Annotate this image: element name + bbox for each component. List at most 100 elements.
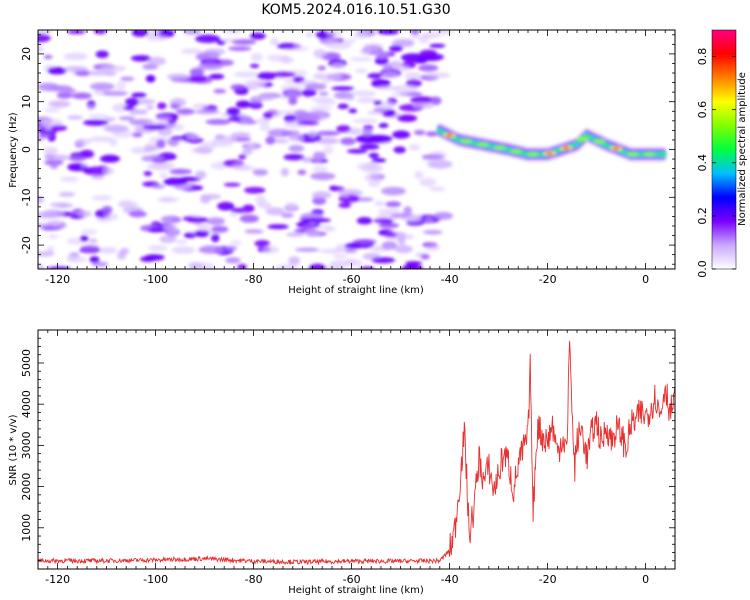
heatmap-noise-blob: [115, 81, 127, 91]
heatmap-noise-blob: [381, 186, 406, 196]
heatmap-noise-blob: [239, 214, 259, 223]
heatmap-noise-blob: [267, 224, 289, 230]
heatmap-noise-blob: [235, 100, 251, 109]
heatmap-noise-blob: [326, 40, 352, 50]
heatmap-noise-blob: [301, 89, 317, 97]
heatmap-noise-blob: [293, 43, 303, 51]
heatmap-noise-blob: [423, 230, 443, 235]
heatmap-noise-blob: [385, 201, 402, 208]
spectrogram-xlabel: Height of straight line (km): [288, 285, 424, 296]
heatmap-noise-blob: [288, 256, 301, 265]
heatmap-noise-blob: [248, 101, 263, 109]
heatmap-noise-blob: [195, 170, 207, 180]
snr-ticks: -120 -100 -80 -60 -40 -20 0 1000 2000 3000 4000 500…: [20, 329, 676, 586]
heatmap-noise-blob: [243, 186, 266, 194]
figure-title: KOM5.2024.016.10.51.G30: [261, 2, 450, 18]
heatmap-noise-blob: [344, 249, 358, 253]
heatmap-noise-blob: [284, 202, 298, 210]
heatmap-noise-blob: [230, 132, 251, 139]
heatmap-noise-blob: [211, 233, 220, 243]
heatmap-noise-blob: [196, 52, 221, 60]
heatmap-noise-blob: [427, 159, 453, 169]
heatmap-noise-blob: [297, 169, 307, 175]
heatmap-noise-blob: [80, 245, 100, 252]
heatmap-ridge-peak-core: [445, 133, 454, 137]
heatmap-noise-blob: [324, 226, 337, 232]
heatmap-noise-blob: [45, 246, 55, 253]
heatmap-ridge-peak: [576, 136, 589, 142]
heatmap-noise-blob: [374, 57, 389, 65]
spectrogram-xtick-label: -40: [441, 273, 459, 286]
heatmap-noise-blob: [97, 246, 118, 254]
snr-xlabel: Height of straight line (km): [288, 585, 424, 596]
heatmap-noise-blob: [330, 62, 346, 69]
heatmap-noise-blob: [353, 30, 369, 39]
heatmap-noise-blob: [282, 55, 292, 64]
heatmap-noise-blob: [249, 63, 260, 69]
heatmap-noise-blob: [401, 264, 424, 269]
heatmap-noise-blob: [256, 117, 271, 125]
heatmap-noise-blob: [144, 254, 165, 261]
heatmap-noise-blob: [244, 229, 264, 234]
heatmap-noise-blob: [211, 225, 229, 233]
heatmap-noise-blob: [305, 228, 320, 237]
heatmap-noise-blob: [394, 84, 418, 94]
heatmap-noise-blob: [192, 103, 208, 110]
heatmap-noise-blob: [338, 202, 352, 208]
heatmap-ridge-peak: [493, 145, 506, 150]
heatmap-noise-blob: [213, 89, 227, 94]
heatmap-noise-blob: [91, 195, 113, 201]
heatmap-noise-blob: [225, 246, 238, 251]
heatmap-noise-blob: [196, 262, 215, 269]
heatmap-noise-blob: [424, 216, 434, 224]
heatmap-noise-blob: [430, 96, 442, 105]
heatmap-noise-blob: [195, 109, 220, 114]
spectrogram-xtick-label: -100: [143, 273, 168, 286]
heatmap-noise-blob: [368, 180, 381, 188]
spectrogram-ytick-label: -10: [20, 188, 33, 206]
heatmap-noise-blob: [75, 138, 91, 146]
colorbar-label: Normalized spectral amplitude: [737, 72, 748, 226]
heatmap-noise-blob: [145, 105, 154, 110]
heatmap-noise-blob: [123, 106, 135, 111]
heatmap-noise-blob: [247, 81, 260, 91]
heatmap-noise-blob: [394, 245, 413, 254]
colorbar-ticks: 0.0 0.2 0.4 0.6 0.8: [696, 48, 736, 278]
heatmap-noise-blob: [186, 75, 208, 83]
heatmap-noise-blob: [296, 120, 320, 126]
heatmap-noise-blob: [375, 51, 389, 59]
spectrogram-ytick-label: 0: [20, 146, 33, 153]
heatmap-noise-blob: [217, 201, 235, 211]
heatmap-noise-blob: [205, 119, 231, 125]
heatmap-noise-blob: [124, 97, 139, 107]
heatmap-noise-blob: [241, 148, 253, 155]
heatmap-ridge-peak: [593, 139, 606, 144]
heatmap-noise-blob: [79, 235, 89, 242]
heatmap-noise-blob: [317, 65, 326, 71]
heatmap-noise-blob: [183, 30, 202, 35]
snr-xtick-label: -20: [539, 573, 557, 586]
heatmap-noise-blob: [166, 73, 190, 80]
heatmap-noise-blob: [147, 228, 165, 233]
heatmap-noise-blob: [130, 55, 152, 62]
heatmap-noise-blob: [162, 224, 178, 230]
heatmap-noise-blob: [270, 37, 279, 46]
heatmap-noise-blob: [145, 74, 156, 83]
spectrogram-xtick-label: -60: [343, 273, 361, 286]
heatmap-ridge-peak: [626, 152, 639, 157]
heatmap-noise-blob: [135, 109, 148, 115]
heatmap-noise-blob: [79, 167, 94, 172]
heatmap-noise-blob: [216, 40, 226, 46]
heatmap-noise-blob: [159, 235, 177, 244]
heatmap-noise-blob: [344, 243, 364, 249]
heatmap-noise-blob: [265, 136, 276, 145]
snr-xtick-label: -60: [343, 573, 361, 586]
snr-ytick-label: 5000: [20, 349, 33, 377]
heatmap-noise-blob: [38, 33, 51, 43]
heatmap-noise-blob: [120, 76, 135, 82]
heatmap-noise-blob: [377, 30, 400, 35]
heatmap-noise-blob: [312, 72, 325, 80]
heatmap-noise-blob: [288, 97, 298, 105]
heatmap-noise-blob: [410, 96, 433, 104]
